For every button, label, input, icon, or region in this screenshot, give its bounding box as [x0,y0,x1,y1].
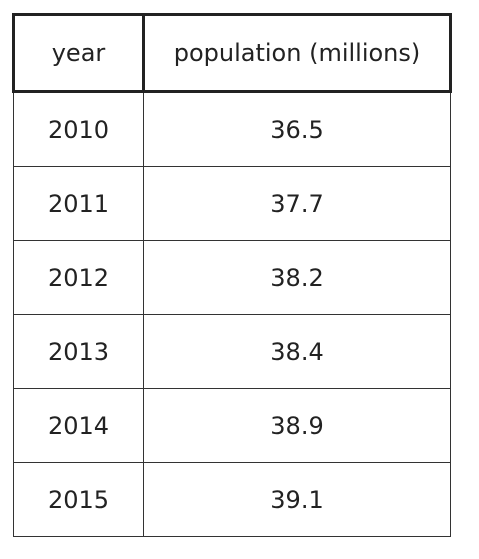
population-cell: 39.1 [143,462,451,537]
table-row: 2010 36.5 [13,90,451,167]
table-row: 2011 37.7 [13,166,451,241]
year-header: year [12,13,145,93]
year-cell: 2015 [13,462,144,537]
header-row: year population (millions) [12,13,452,93]
table-row: 2015 39.1 [13,462,451,537]
table-row: 2012 38.2 [13,240,451,315]
population-cell: 38.2 [143,240,451,315]
population-cell: 38.4 [143,314,451,389]
population-cell: 36.5 [143,90,451,167]
year-cell: 2012 [13,240,144,315]
year-cell: 2010 [13,90,144,167]
year-cell: 2014 [13,388,144,463]
population-cell: 37.7 [143,166,451,241]
population-cell: 38.9 [143,388,451,463]
population-header: population (millions) [142,13,452,93]
year-cell: 2011 [13,166,144,241]
year-cell: 2013 [13,314,144,389]
table-row: 2013 38.4 [13,314,451,389]
table-row: 2014 38.9 [13,388,451,463]
population-table: year population (millions) 2010 36.5 201… [12,13,452,537]
